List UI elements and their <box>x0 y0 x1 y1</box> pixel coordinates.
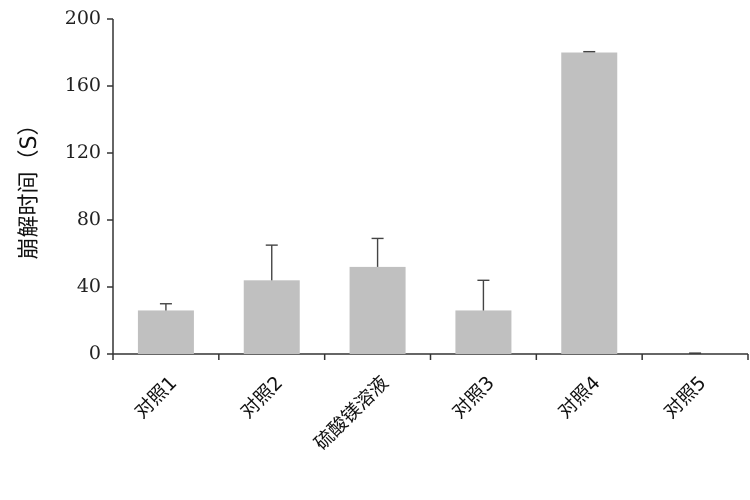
y-tick-label: 160 <box>65 74 101 96</box>
bar <box>137 310 194 354</box>
bar <box>349 266 406 354</box>
category-label: 对照4 <box>554 372 605 423</box>
category-labels: 对照1 对照2 硫酸镁溶液 对照3 对照4 对照5 <box>130 372 710 455</box>
category-label: 对照3 <box>448 372 499 423</box>
category-label: 对照2 <box>236 372 287 423</box>
y-tick-label: 200 <box>65 7 101 29</box>
y-axis: 0 40 80 120 160 200 <box>65 7 114 364</box>
error-bar <box>159 303 172 311</box>
category-label: 硫酸镁溶液 <box>310 372 393 455</box>
y-axis-label: 崩解时间（S） <box>17 114 42 260</box>
bar <box>243 280 300 354</box>
bar <box>561 52 618 354</box>
y-tick-label: 80 <box>77 208 101 230</box>
error-bar <box>265 244 278 281</box>
bars <box>137 52 618 354</box>
error-bar <box>477 279 490 311</box>
category-label: 对照5 <box>660 372 711 423</box>
error-bars <box>159 50 702 354</box>
y-tick-label: 120 <box>65 141 101 163</box>
category-label: 对照1 <box>130 372 181 423</box>
x-axis <box>112 353 749 360</box>
y-tick-label: 40 <box>77 275 101 297</box>
error-bar <box>371 237 384 267</box>
bar <box>455 310 512 354</box>
y-tick-label: 0 <box>89 342 101 364</box>
